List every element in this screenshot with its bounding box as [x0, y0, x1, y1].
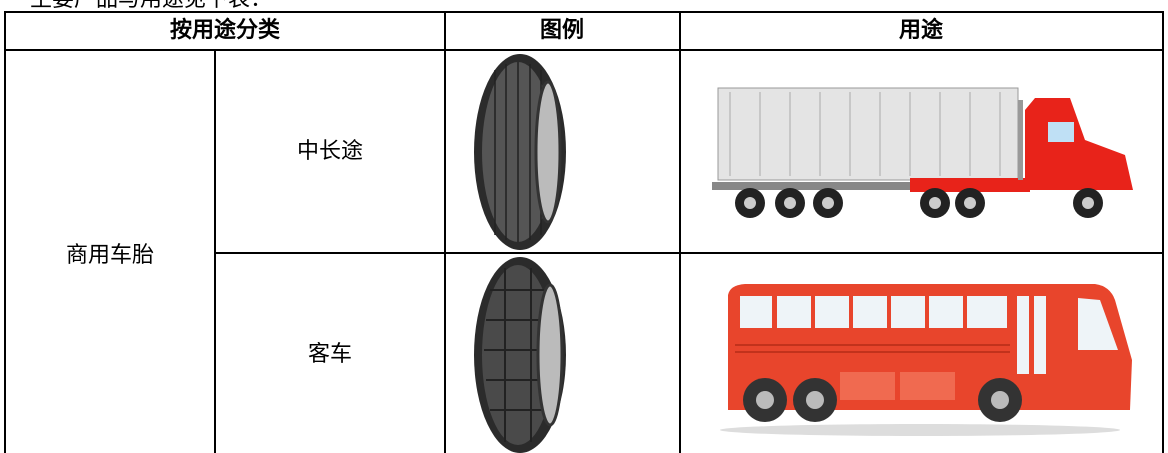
group-cell: 商用车胎 — [66, 243, 154, 268]
tire-image — [474, 257, 566, 453]
bus-image — [720, 284, 1132, 436]
caption: 主要产品与用途见下表： — [30, 0, 272, 12]
table-grid — [4, 11, 1164, 453]
header-cell: 用途 — [899, 17, 944, 43]
header-cell: 图例 — [540, 18, 584, 43]
tire-image — [474, 54, 566, 250]
truck-image — [712, 87, 1133, 218]
row-label: 客车 — [308, 342, 352, 367]
header-cell: 按用途分类 — [170, 17, 281, 43]
row-label: 中长途 — [297, 139, 363, 164]
